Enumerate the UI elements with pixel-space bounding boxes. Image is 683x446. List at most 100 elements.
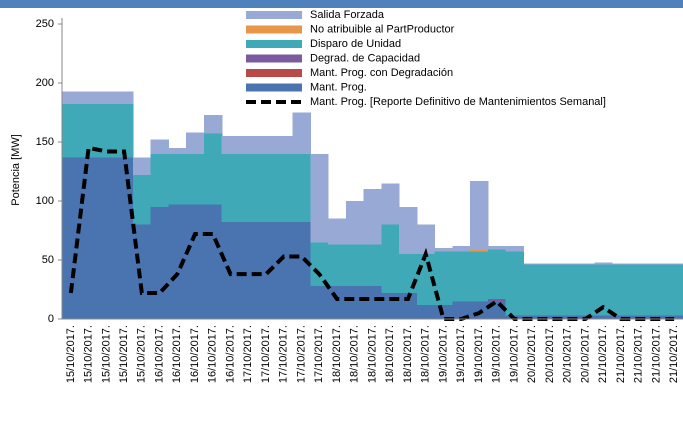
area-segment [505,251,524,316]
x-tick-label: 19/10/2017. [473,325,485,383]
x-tick-label: 16/10/2017. [171,325,183,383]
area-segment [470,251,489,302]
area-segment [257,222,276,319]
area-segment [363,285,382,319]
area-segment [594,315,613,319]
legend-swatch [246,54,302,63]
area-segment [274,153,294,223]
area-segment [612,264,631,316]
area-segment [97,104,116,158]
x-tick-label: 16/10/2017. [153,325,165,383]
legend-swatch [246,69,302,77]
area-segment [558,263,578,265]
area-segment [292,112,311,154]
area-segment [629,263,649,265]
area-segment [345,201,365,245]
area-segment [452,245,471,252]
area-segment [115,157,134,319]
x-tick-label: 17/10/2017. [295,325,307,383]
area-segment [274,136,294,154]
area-segment [221,136,241,154]
area-segment [97,91,116,105]
area-segment [541,264,560,316]
area-segment [257,153,276,223]
legend-swatch [246,83,302,92]
area-segment [168,147,187,154]
area-segment [132,157,152,176]
area-segment [665,264,683,316]
legend-swatch [246,25,302,34]
area-segment [629,264,649,316]
legend-swatch [246,11,302,19]
area-segment [576,263,595,265]
x-tick-label: 19/10/2017. [455,325,467,383]
legend-label: Mant. Prog. [310,81,367,93]
area-segment [434,251,453,305]
area-segment [612,263,631,265]
area-segment [115,91,134,105]
area-segment [363,189,382,245]
legend-label: Disparo de Unidad [310,38,401,50]
area-segment [150,139,170,154]
legend-label: Degrad. de Capacidad [310,52,420,64]
area-segment [328,285,347,319]
area-segment [345,285,365,319]
x-tick-label: 18/10/2017. [331,325,343,383]
area-segment [62,157,81,319]
area-segment [310,242,329,286]
legend-label: No atribuible al PartProductor [310,23,455,35]
area-segment [416,304,436,319]
area-segment [79,91,99,105]
area-segment [381,183,400,225]
header-strip [0,0,683,8]
x-tick-label: 21/10/2017. [633,325,645,383]
x-tick-label: 21/10/2017. [650,325,662,383]
area-segment [150,206,170,319]
x-tick-label: 15/10/2017. [118,325,130,383]
area-segment [416,224,436,255]
area-segment [239,136,258,154]
area-segment [186,204,205,319]
x-tick-label: 15/10/2017. [65,325,77,383]
x-tick-label: 17/10/2017. [278,325,290,383]
x-tick-label: 19/10/2017. [437,325,449,383]
area-segment [168,153,187,205]
area-segment [541,315,560,319]
x-tick-label: 21/10/2017. [615,325,627,383]
area-segment [665,263,683,265]
x-tick-label: 17/10/2017. [242,325,254,383]
x-tick-label: 15/10/2017. [136,325,148,383]
area-segment [203,133,223,205]
area-segment [186,153,205,205]
area-segment [452,301,471,319]
area-segment [363,244,382,286]
area-segment [274,222,294,319]
area-segment [558,264,578,316]
area-segment [470,180,489,250]
y-tick-label: 0 [48,313,54,325]
x-tick-label: 18/10/2017. [366,325,378,383]
area-segment [239,222,258,319]
area-segment [594,264,613,316]
legend-label: Mant. Prog. [Reporte Definitivo de Mante… [310,96,606,108]
area-segment [115,104,134,158]
x-tick-label: 19/10/2017. [508,325,520,383]
area-segment [328,244,347,286]
x-tick-label: 16/10/2017. [224,325,236,383]
area-segment [523,264,542,316]
area-segment [452,251,471,302]
x-tick-label: 20/10/2017. [562,325,574,383]
y-tick-label: 200 [36,77,54,89]
area-segment [292,222,311,319]
x-tick-label: 16/10/2017. [189,325,201,383]
area-segment [470,249,489,252]
x-tick-label: 18/10/2017. [402,325,414,383]
area-segment [168,204,187,319]
area-segment [594,262,613,265]
x-tick-label: 21/10/2017. [668,325,680,383]
x-tick-label: 20/10/2017. [526,325,538,383]
x-tick-label: 16/10/2017. [207,325,219,383]
x-tick-label: 18/10/2017. [420,325,432,383]
legend-label: Salida Forzada [310,9,385,21]
x-tick-label: 15/10/2017. [83,325,95,383]
